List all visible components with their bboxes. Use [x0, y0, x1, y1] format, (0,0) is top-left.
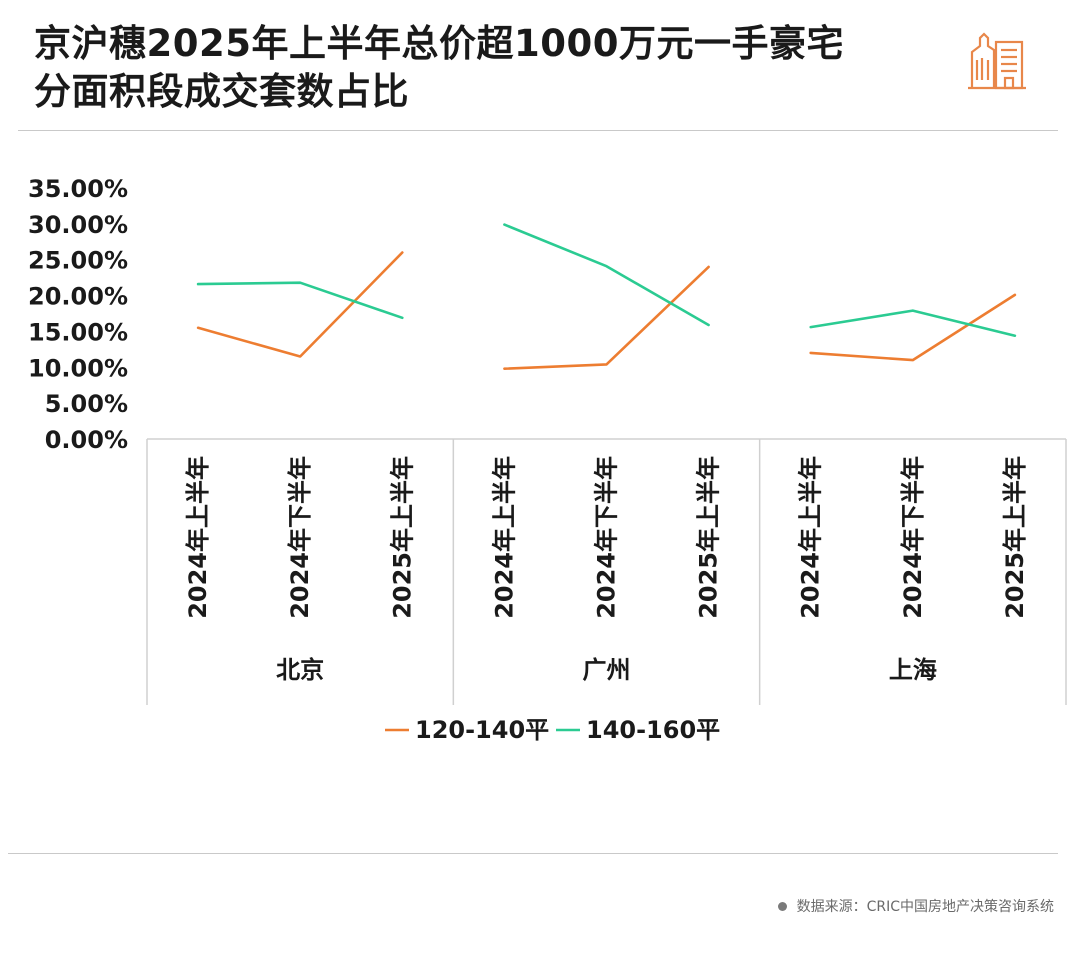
x-category-label: 2024年上半年 — [797, 456, 825, 619]
x-category-label: 2024年下半年 — [593, 456, 621, 619]
y-tick-label: 20.00% — [28, 283, 128, 311]
title-line-1: 京沪穗2025年上半年总价超1000万元一手豪宅 — [34, 22, 844, 65]
source-note: 数据来源：CRIC中国房地产决策咨询系统 — [777, 896, 1054, 916]
y-tick-label: 0.00% — [45, 426, 128, 454]
y-tick-label: 15.00% — [28, 318, 128, 346]
group-label: 广州 — [583, 656, 631, 684]
bottom-divider — [8, 853, 1058, 854]
line-chart: 35.00% 30.00% 25.00% 20.00% 15.00% 10.00% 5.00… — [28, 175, 1067, 744]
x-category-label: 2024年上半年 — [490, 456, 518, 619]
title-line-2: 分面积段成交套数占比 — [34, 70, 409, 113]
y-tick-label: 30.00% — [28, 211, 128, 239]
y-tick-label: 25.00% — [28, 247, 128, 275]
series-line-2-北京 — [196, 281, 404, 320]
x-category-label: 2025年上半年 — [1001, 456, 1029, 619]
series-line-1-上海 — [809, 293, 1017, 362]
source-text: 数据来源：CRIC中国房地产决策咨询系统 — [796, 899, 1054, 915]
y-tick-label: 5.00% — [45, 390, 128, 418]
chart-title: 京沪穗2025年上半年总价超1000万元一手豪宅 分面积段成交套数占比 — [34, 20, 914, 116]
x-category-label: 2025年上半年 — [695, 456, 723, 619]
legend-label: 120-140平 — [415, 716, 549, 744]
x-category-label: 2025年上半年 — [388, 456, 416, 619]
series-line-1-北京 — [196, 251, 404, 358]
top-divider — [18, 130, 1058, 131]
series-line-1-广州 — [503, 265, 710, 370]
y-tick-label: 35.00% — [28, 175, 128, 203]
group-label: 上海 — [889, 656, 937, 684]
y-tick-label: 10.00% — [28, 354, 128, 382]
group-label: 北京 — [276, 656, 324, 684]
x-category-label: 2024年下半年 — [899, 456, 927, 619]
legend-label: 140-160平 — [586, 716, 720, 744]
bullet-dot — [777, 901, 787, 911]
series-line-2-上海 — [809, 309, 1017, 337]
x-category-label: 2024年下半年 — [286, 456, 314, 619]
x-category-label: 2024年上半年 — [184, 456, 212, 619]
building-icon — [968, 32, 1026, 90]
series-line-2-广州 — [503, 223, 710, 327]
